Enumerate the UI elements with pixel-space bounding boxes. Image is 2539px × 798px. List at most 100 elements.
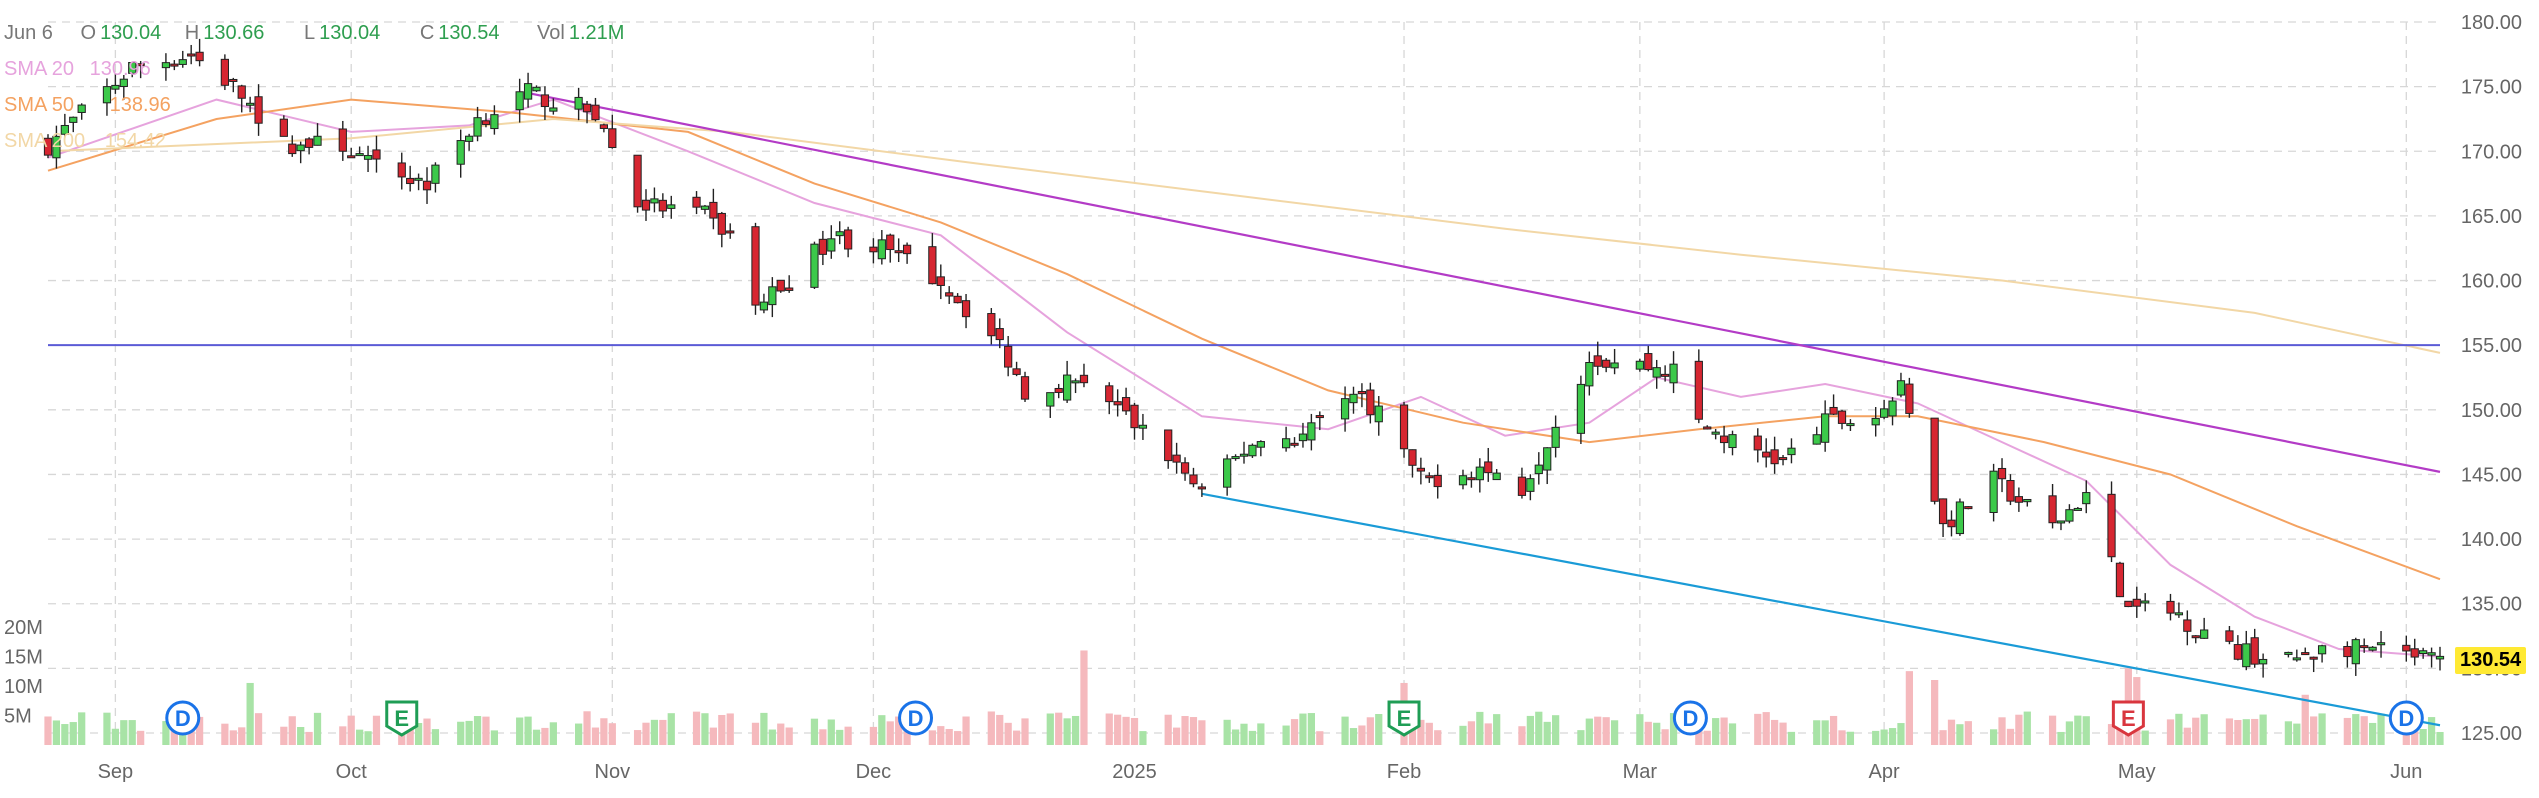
- volume-bar: [238, 727, 246, 745]
- volume-bar: [1349, 728, 1358, 745]
- volume-bar: [52, 720, 61, 745]
- candle-up: [1787, 447, 1796, 456]
- candle-up: [1610, 362, 1619, 369]
- candle-down: [1425, 475, 1434, 479]
- earnings-icon: [385, 700, 419, 737]
- price-axis[interactable]: 180.00 175.00 170.00 165.00 160.00 155.00 150.…: [2461, 12, 2522, 745]
- candle-up: [1989, 470, 1998, 513]
- dividend-marker[interactable]: D: [1672, 700, 1708, 736]
- candle-down: [818, 238, 827, 255]
- volume-bar: [423, 718, 431, 745]
- candle-up: [2284, 651, 2293, 655]
- candle-down: [1408, 449, 1417, 466]
- volume-bar: [1484, 723, 1492, 745]
- candle-up: [2368, 646, 2377, 651]
- candle-down: [633, 154, 642, 208]
- volume-bar: [1063, 718, 1071, 745]
- sma50-label: SMA 50: [4, 94, 75, 116]
- earnings-marker[interactable]: E: [2111, 700, 2145, 737]
- candle-down: [1357, 390, 1367, 395]
- lower-trendline[interactable]: [1201, 492, 2441, 727]
- volume-bar: [869, 726, 878, 745]
- candle-down: [1121, 397, 1131, 412]
- time-axis[interactable]: Sep Oct Nov Dec 2025 Feb Mar Apr May Jun: [98, 761, 2423, 783]
- volume-bar: [524, 716, 532, 745]
- event-type-label: D: [2398, 706, 2414, 731]
- volume-bar: [1459, 725, 1467, 745]
- candle-up: [431, 164, 440, 184]
- candle-up: [1821, 413, 1830, 443]
- volume-bar: [120, 720, 128, 745]
- sma200-legend[interactable]: SMA 200 154.42: [4, 126, 170, 156]
- candle-down: [2006, 480, 2015, 502]
- candle-down: [347, 155, 356, 159]
- candle-up: [650, 198, 659, 204]
- candle-down: [961, 300, 971, 318]
- candle-up: [574, 96, 583, 110]
- volume-bar: [878, 715, 886, 745]
- volume-bar: [1838, 730, 1846, 745]
- volume-bar: [1021, 718, 1029, 745]
- grid: [48, 21, 2440, 745]
- volume-bar: [2175, 713, 2183, 745]
- candle-down: [43, 137, 53, 156]
- volume-bar: [1762, 712, 1770, 745]
- volume-bar: [516, 717, 524, 745]
- high-label: H: [184, 22, 200, 44]
- earnings-marker[interactable]: E: [1387, 700, 1421, 737]
- volume-bar: [575, 723, 583, 745]
- candle-down: [1593, 355, 1602, 367]
- open-label: O: [80, 22, 97, 44]
- candle-up: [549, 107, 558, 112]
- candle-down: [641, 199, 651, 211]
- candle-down: [1113, 401, 1122, 406]
- candle-down: [2410, 648, 2419, 658]
- volume-bar: [1282, 725, 1290, 745]
- volume-bar: [768, 729, 776, 745]
- sma20-legend[interactable]: SMA 20 130.96: [4, 54, 155, 84]
- candle-down: [540, 94, 550, 108]
- candle-down: [2014, 496, 2023, 503]
- candle-up: [2174, 612, 2184, 616]
- high-value: 130.66: [203, 22, 265, 44]
- earnings-marker[interactable]: E: [385, 700, 419, 737]
- sma50-legend[interactable]: SMA 50 138.96: [4, 90, 175, 120]
- volume-bar: [2006, 728, 2015, 745]
- trendlines[interactable]: [527, 92, 2441, 727]
- volume-bar: [1754, 713, 1762, 745]
- candle-down: [2225, 630, 2234, 642]
- candle-down: [2048, 495, 2057, 524]
- volume-bar: [2284, 721, 2293, 745]
- volume-bar: [372, 715, 381, 745]
- price-tick-label: 165.00: [2461, 206, 2522, 228]
- candle-up: [700, 205, 710, 210]
- volume-bar: [2436, 731, 2444, 745]
- upper-trendline[interactable]: [527, 92, 2441, 473]
- volume-bar: [583, 711, 591, 745]
- earnings-icon: [1387, 700, 1421, 737]
- dividend-marker[interactable]: D: [2388, 700, 2424, 736]
- candle-up: [1307, 422, 1316, 441]
- volume-bar: [457, 721, 465, 745]
- candle-up: [1492, 472, 1501, 481]
- volume-bar: [549, 722, 557, 745]
- volume-bar: [1055, 712, 1063, 745]
- volume-bar: [777, 723, 785, 745]
- candle-up: [52, 135, 61, 159]
- candle-up: [1231, 456, 1240, 460]
- candle-up: [1475, 466, 1484, 481]
- price-tick-label: 140.00: [2461, 529, 2522, 551]
- dividend-marker[interactable]: D: [165, 700, 201, 736]
- dividend-marker[interactable]: D: [898, 700, 934, 736]
- time-tick-label: Apr: [1869, 761, 1900, 783]
- volume-bar: [642, 722, 650, 745]
- volume-bar: [987, 711, 995, 745]
- volume-bar: [1071, 715, 1080, 745]
- event-type-label: E: [394, 706, 409, 731]
- candle-down: [2250, 637, 2259, 665]
- candle-up: [178, 59, 187, 65]
- volume-bar: [954, 731, 962, 745]
- volume-bar: [2259, 714, 2267, 745]
